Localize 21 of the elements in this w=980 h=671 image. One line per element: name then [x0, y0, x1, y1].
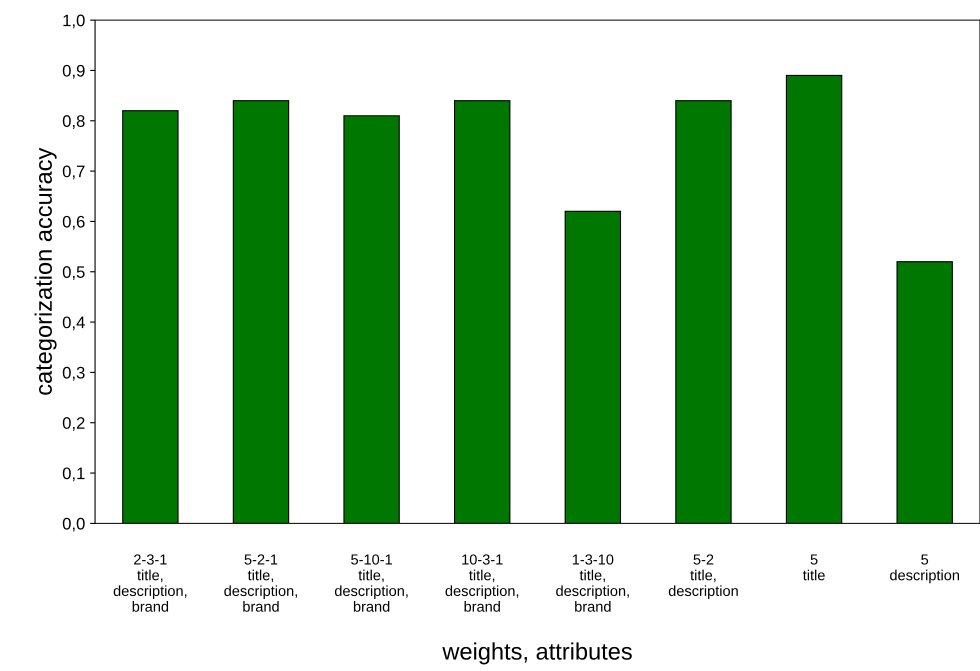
y-tick-label: 0,0	[62, 518, 85, 532]
y-tick-label: 0,7	[62, 166, 85, 180]
x-tick-label: 5-2 title, description	[668, 554, 738, 599]
x-tick-label: 2-3-1 title, description, brand	[114, 554, 186, 612]
y-tick-label: 1,0	[63, 14, 85, 28]
x-tick-label: 5 description	[890, 554, 960, 584]
x-tick-label: 5-10-1 title, description, brand	[334, 554, 408, 612]
y-tick-label: 0,2	[62, 417, 85, 431]
y-tick-label: 0,9	[62, 64, 85, 79]
x-tick-label: 10-3-1 title, description, brand	[446, 554, 518, 612]
y-tick-label: 0,3	[62, 366, 85, 381]
x-tick-label: 5-2-1 title, description, brand	[224, 554, 297, 612]
x-tick-label: 5 title	[802, 554, 825, 580]
y-tick-label: 0,1	[62, 467, 85, 482]
y-tick-label: 0,5	[62, 266, 85, 280]
y-tick-label: 0,4	[62, 316, 85, 330]
y-tick-label: 0,6	[62, 216, 85, 230]
x-tick-label: 1-3-10 title, description, brand	[556, 554, 629, 612]
y-tick-label: 0,8	[62, 115, 85, 129]
x-axis-title: weights, attributes	[442, 642, 632, 664]
y-axis-title: categorization accuracy	[34, 148, 57, 395]
